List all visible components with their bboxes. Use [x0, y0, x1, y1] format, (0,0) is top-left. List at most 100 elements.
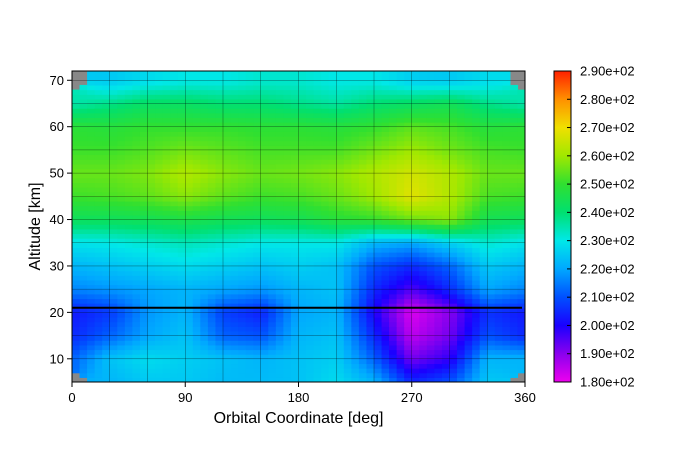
- heatmap-cell: [275, 377, 284, 382]
- heatmap-cell: [487, 303, 496, 309]
- heatmap-cell: [170, 177, 179, 183]
- heatmap-cell: [253, 275, 262, 281]
- heatmap-cell: [245, 224, 254, 230]
- heatmap-cell: [328, 265, 337, 272]
- heatmap-cell: [117, 303, 126, 309]
- heatmap-cell: [517, 340, 525, 346]
- heatmap-cell: [87, 84, 96, 91]
- heatmap-cell: [389, 80, 398, 86]
- heatmap-cell: [223, 335, 232, 341]
- heatmap-cell: [139, 94, 149, 100]
- heatmap-cell: [517, 191, 525, 197]
- heatmap-cell: [72, 270, 81, 276]
- heatmap-cell: [426, 233, 435, 239]
- heatmap-cell: [207, 191, 217, 197]
- heatmap-cell: [479, 354, 488, 360]
- heatmap-cell: [487, 354, 496, 360]
- heatmap-cell: [275, 275, 284, 281]
- heatmap-cell: [298, 117, 307, 123]
- heatmap-cell: [389, 233, 398, 239]
- heatmap-cell: [79, 173, 88, 179]
- heatmap-cell: [238, 219, 247, 225]
- heatmap-cell: [328, 261, 337, 267]
- heatmap-cell: [374, 284, 383, 290]
- heatmap-cell: [139, 135, 149, 142]
- heatmap-cell: [381, 214, 390, 221]
- heatmap-cell: [306, 108, 315, 114]
- heatmap-cell: [306, 358, 315, 365]
- heatmap-cell: [517, 330, 525, 337]
- colorbar-tick-label: 1.80e+02: [580, 375, 635, 390]
- heatmap-cell: [487, 145, 496, 151]
- heatmap-cell: [290, 247, 300, 253]
- heatmap-cell: [245, 219, 254, 225]
- heatmap-cell: [321, 145, 330, 151]
- heatmap-cell: [147, 75, 156, 81]
- heatmap-cell: [464, 335, 473, 341]
- heatmap-cell: [79, 200, 88, 207]
- heatmap-cell: [290, 191, 300, 197]
- heatmap-cell: [449, 303, 458, 309]
- heatmap-cell: [502, 312, 511, 318]
- heatmap-cell: [298, 228, 307, 235]
- heatmap-cell: [275, 103, 284, 109]
- heatmap-cell: [419, 256, 428, 262]
- heatmap-cell: [472, 131, 481, 137]
- heatmap-cell: [494, 233, 503, 239]
- heatmap-cell: [170, 275, 179, 281]
- heatmap-cell: [215, 368, 224, 374]
- heatmap-cell: [200, 330, 209, 337]
- heatmap-cell: [419, 238, 428, 244]
- heatmap-cell: [79, 117, 88, 123]
- heatmap-cell: [215, 252, 224, 258]
- heatmap-cell: [351, 126, 360, 132]
- heatmap-cell: [155, 238, 164, 244]
- heatmap-cell: [487, 98, 496, 105]
- heatmap-cell: [162, 75, 171, 81]
- heatmap-cell: [117, 224, 126, 230]
- heatmap-cell: [185, 256, 194, 262]
- heatmap-cell: [283, 154, 292, 160]
- heatmap-cell: [124, 205, 133, 211]
- heatmap-cell: [109, 219, 118, 225]
- heatmap-cell: [336, 154, 345, 160]
- heatmap-cell: [336, 344, 345, 351]
- heatmap-cell: [389, 187, 398, 193]
- heatmap-cell: [479, 205, 488, 211]
- heatmap-cell: [366, 126, 375, 132]
- heatmap-cell: [147, 344, 156, 351]
- heatmap-cell: [283, 108, 292, 114]
- heatmap-cell: [472, 326, 481, 332]
- heatmap-cell: [472, 312, 481, 318]
- heatmap-cell: [449, 289, 458, 295]
- heatmap-cell: [336, 224, 345, 230]
- heatmap-cell: [268, 108, 277, 114]
- heatmap-cell: [419, 242, 428, 248]
- heatmap-cell: [162, 89, 171, 95]
- heatmap-cell: [185, 71, 194, 77]
- heatmap-cell: [487, 224, 496, 230]
- heatmap-cell: [358, 368, 368, 374]
- heatmap-cell: [238, 275, 247, 281]
- heatmap-cell: [517, 312, 525, 318]
- heatmap-cell: [479, 303, 488, 309]
- heatmap-cell: [132, 330, 141, 337]
- heatmap-cell: [132, 261, 141, 267]
- heatmap-cell: [102, 154, 111, 160]
- heatmap-cell: [434, 191, 443, 197]
- heatmap-cell: [479, 247, 488, 253]
- heatmap-cell: [102, 303, 111, 309]
- heatmap-cell: [268, 238, 277, 244]
- heatmap-cell: [411, 210, 420, 216]
- heatmap-cell: [374, 131, 383, 137]
- heatmap-cell: [139, 368, 149, 374]
- heatmap-cell: [457, 219, 466, 225]
- heatmap-cell: [162, 252, 171, 258]
- heatmap-cell: [275, 363, 284, 369]
- heatmap-cell: [87, 340, 96, 346]
- heatmap-cell: [147, 321, 156, 327]
- heatmap-cell: [487, 182, 496, 188]
- heatmap-cell: [321, 242, 330, 248]
- heatmap-cell: [79, 252, 88, 258]
- heatmap-cell: [139, 103, 149, 109]
